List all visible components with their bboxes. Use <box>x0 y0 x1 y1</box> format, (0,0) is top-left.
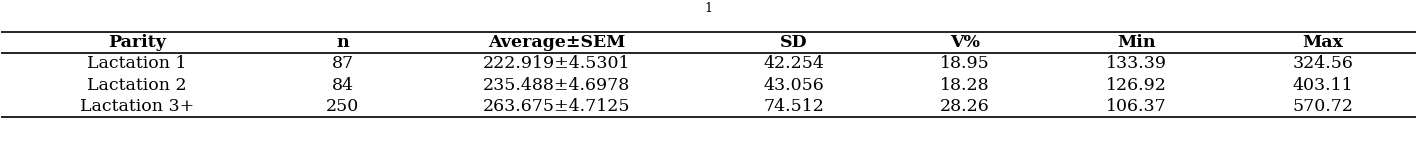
Text: 1: 1 <box>704 2 713 15</box>
